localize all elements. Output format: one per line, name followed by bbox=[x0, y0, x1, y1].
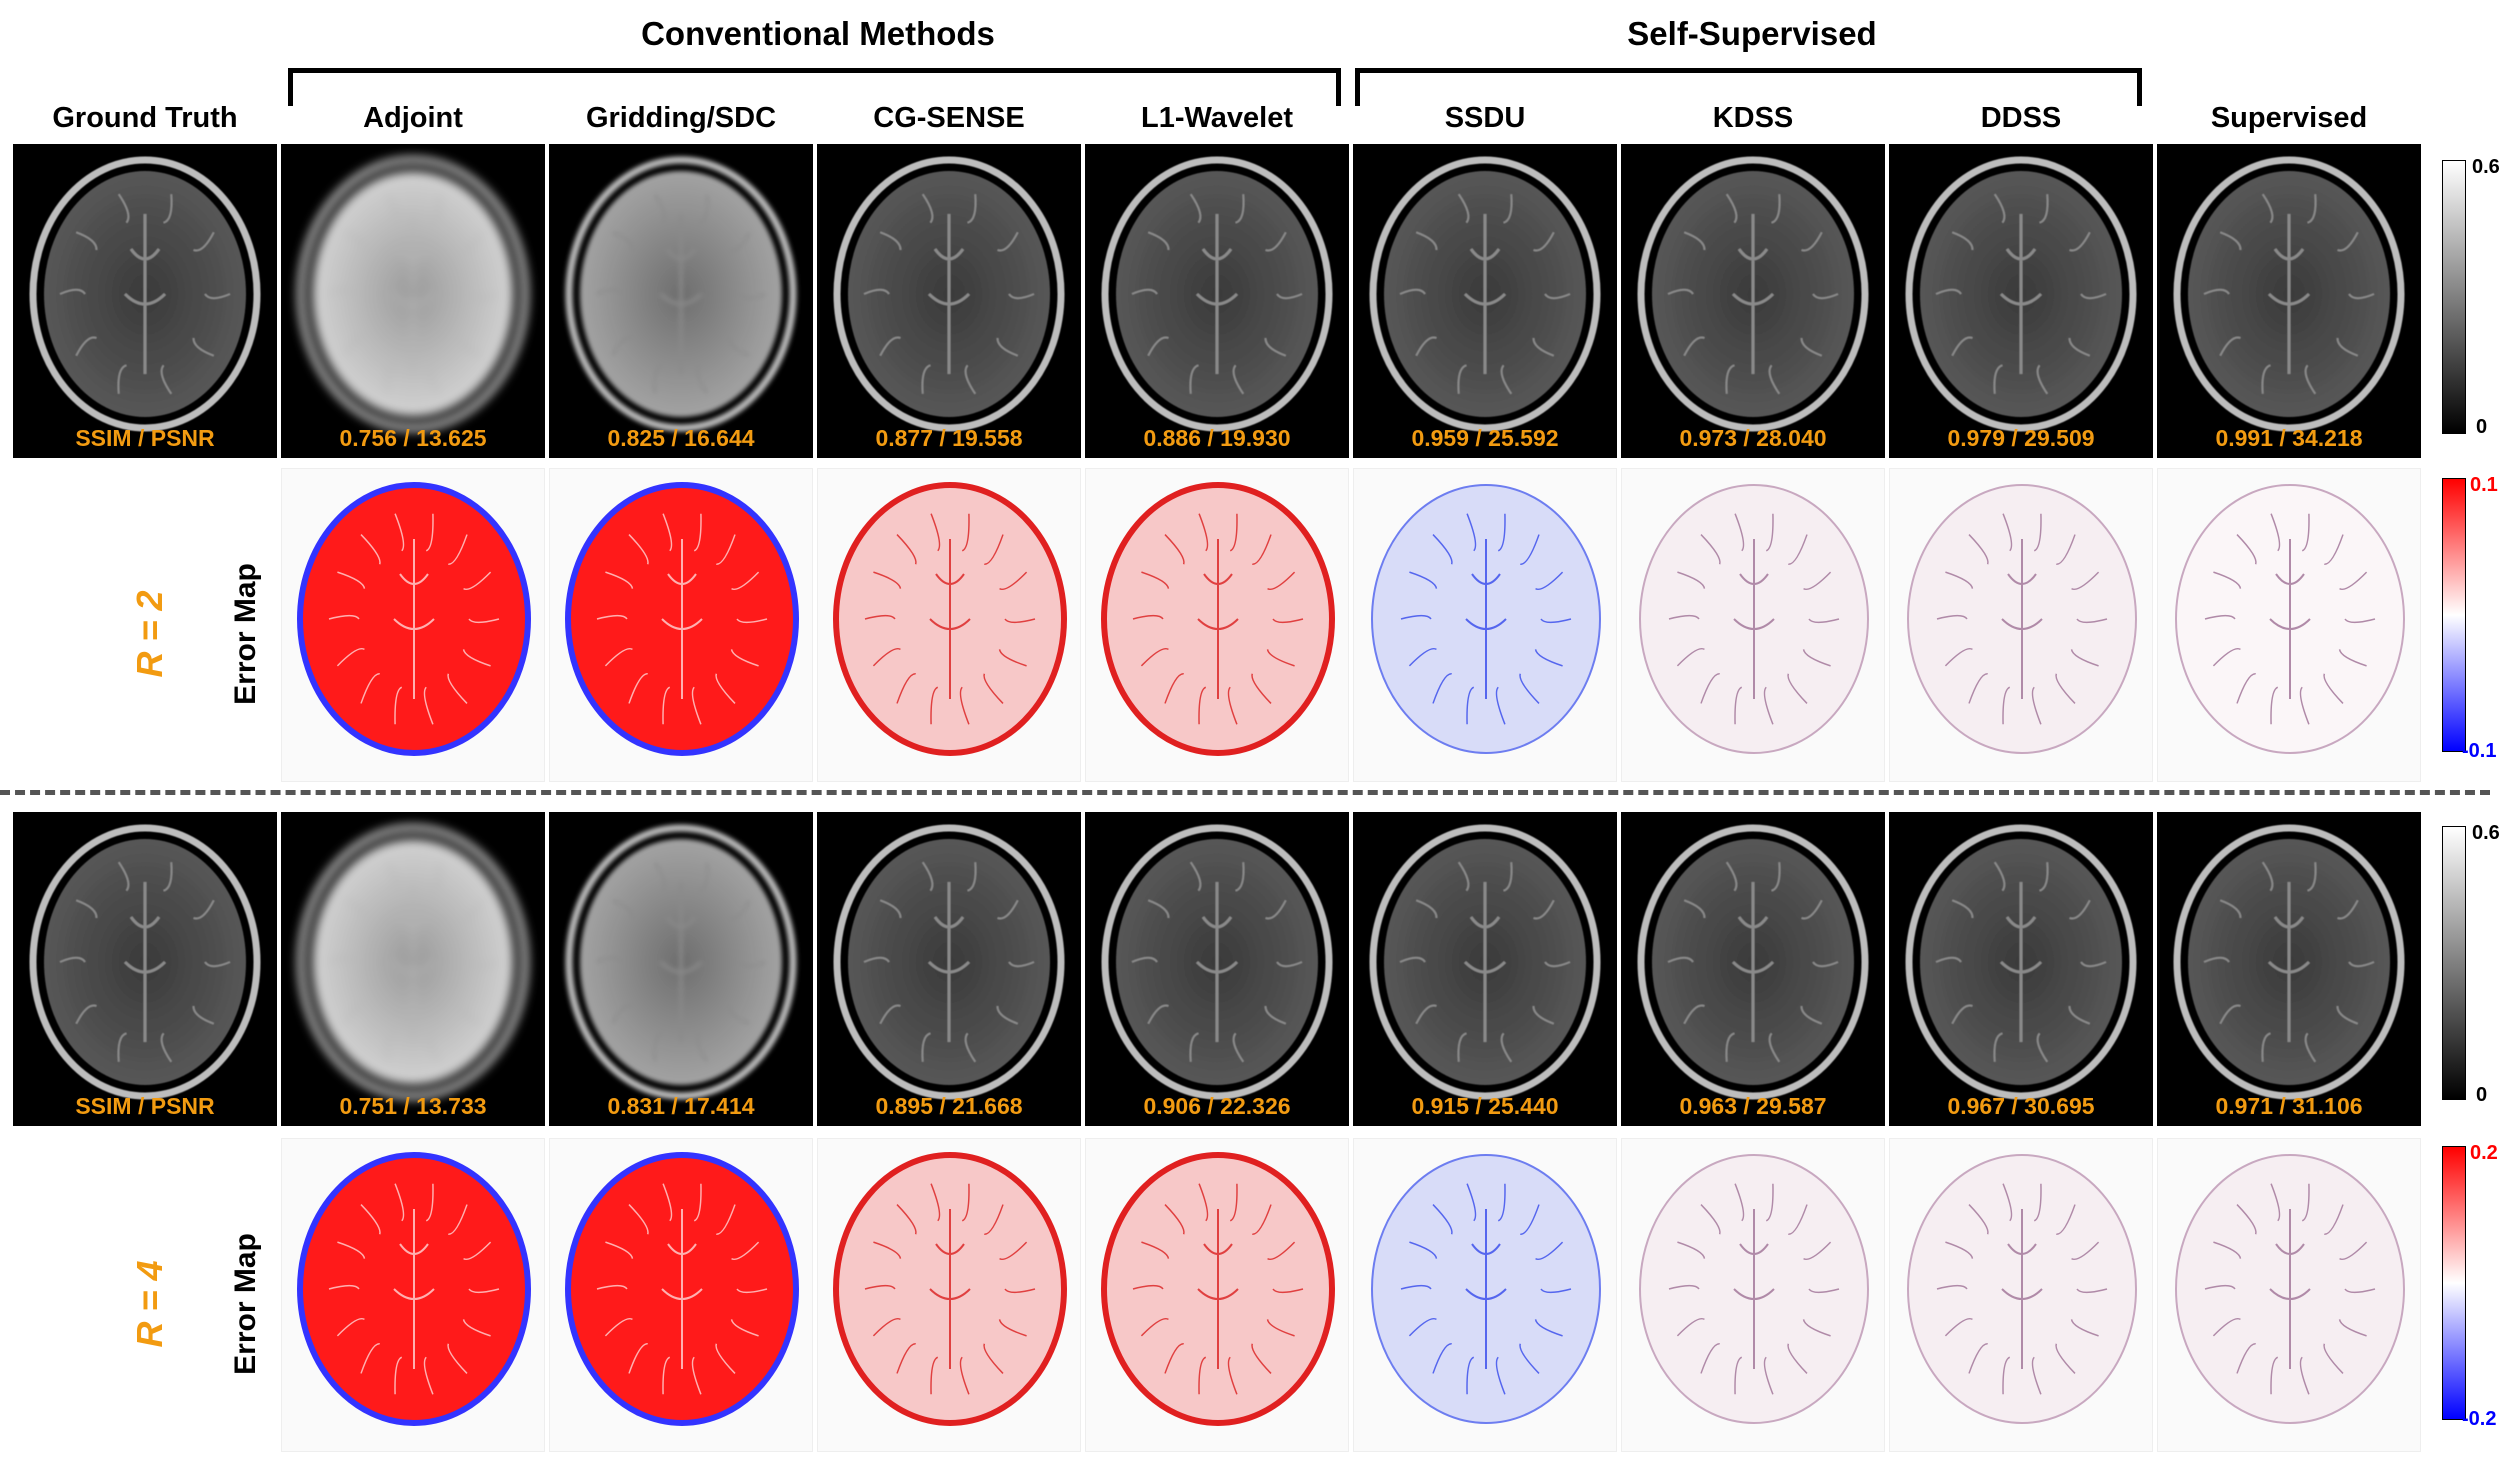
column-header-cg-sense: CG-SENSE bbox=[873, 102, 1025, 134]
intensity-colorbar bbox=[2442, 160, 2466, 434]
error-map bbox=[1085, 1138, 1349, 1452]
column-header-adjoint: Adjoint bbox=[363, 102, 463, 134]
recon-image: 0.973 / 28.040 bbox=[1621, 144, 1885, 458]
metric-value: 0.906 / 22.326 bbox=[1143, 1093, 1291, 1119]
recon-image: 0.915 / 25.440 bbox=[1353, 812, 1617, 1126]
error-map-label: Error Map bbox=[229, 563, 262, 705]
section-divider bbox=[0, 790, 2490, 795]
metric-value: 0.877 / 19.558 bbox=[875, 425, 1023, 451]
recon-image: 0.886 / 19.930 bbox=[1085, 144, 1349, 458]
recon-image: 0.877 / 19.558 bbox=[817, 144, 1081, 458]
metric-value: 0.973 / 28.040 bbox=[1679, 425, 1827, 451]
error-map bbox=[817, 468, 1081, 782]
error-colorbar-max-label: 0.2 bbox=[2470, 1142, 2498, 1164]
metric-value: 0.991 / 34.218 bbox=[2215, 425, 2363, 451]
intensity-colorbar bbox=[2442, 826, 2466, 1100]
recon-image: 0.959 / 25.592 bbox=[1353, 144, 1617, 458]
colorbar-min-label: 0 bbox=[2476, 1084, 2488, 1106]
self-supervised-bracket bbox=[1355, 68, 2142, 106]
error-map bbox=[1889, 1138, 2153, 1452]
column-header-kdss: KDSS bbox=[1712, 102, 1794, 134]
column-header-ssdu: SSDU bbox=[1444, 102, 1526, 134]
recon-image: 0.825 / 16.644 bbox=[549, 144, 813, 458]
self-supervised-title: Self-Supervised bbox=[1627, 15, 1877, 52]
conventional-methods-bracket bbox=[288, 68, 1341, 106]
acceleration-label: R = 2 bbox=[129, 590, 170, 678]
colorbar-min-label: 0 bbox=[2476, 416, 2488, 438]
colorbar-max-label: 0.6 bbox=[2472, 156, 2500, 178]
metric-label: SSIM / PSNR bbox=[75, 1093, 215, 1119]
error-colorbar-min-label: -0.2 bbox=[2462, 1408, 2497, 1430]
error-map bbox=[1353, 1138, 1617, 1452]
recon-image: 0.831 / 17.414 bbox=[549, 812, 813, 1126]
error-map bbox=[549, 1138, 813, 1452]
metric-value: 0.886 / 19.930 bbox=[1143, 425, 1291, 451]
error-map bbox=[1621, 468, 1885, 782]
error-colorbar bbox=[2442, 1146, 2466, 1420]
recon-image: 0.979 / 29.509 bbox=[1889, 144, 2153, 458]
error-map bbox=[281, 468, 545, 782]
column-header-supervised: Supervised bbox=[2210, 102, 2368, 134]
error-map bbox=[1889, 468, 2153, 782]
metric-value: 0.756 / 13.625 bbox=[339, 425, 487, 451]
metric-value: 0.831 / 17.414 bbox=[607, 1093, 755, 1119]
recon-image: 0.991 / 34.218 bbox=[2157, 144, 2421, 458]
recon-image: SSIM / PSNR bbox=[13, 812, 277, 1126]
error-map-label: Error Map bbox=[229, 1233, 262, 1375]
column-header-ddss: DDSS bbox=[1980, 102, 2062, 134]
column-header-gridding-sdc: Gridding/SDC bbox=[585, 102, 777, 134]
acceleration-label: R = 4 bbox=[129, 1260, 170, 1348]
error-map bbox=[1621, 1138, 1885, 1452]
error-map bbox=[549, 468, 813, 782]
metric-value: 0.825 / 16.644 bbox=[607, 425, 755, 451]
metric-value: 0.971 / 31.106 bbox=[2215, 1093, 2363, 1119]
recon-image: 0.963 / 29.587 bbox=[1621, 812, 1885, 1126]
error-map bbox=[281, 1138, 545, 1452]
recon-image: 0.971 / 31.106 bbox=[2157, 812, 2421, 1126]
error-map bbox=[1353, 468, 1617, 782]
metric-value: 0.963 / 29.587 bbox=[1679, 1093, 1827, 1119]
recon-image: SSIM / PSNR bbox=[13, 144, 277, 458]
recon-image: 0.895 / 21.668 bbox=[817, 812, 1081, 1126]
metric-value: 0.979 / 29.509 bbox=[1947, 425, 2095, 451]
metric-label: SSIM / PSNR bbox=[75, 425, 215, 451]
error-map bbox=[817, 1138, 1081, 1452]
colorbar-max-label: 0.6 bbox=[2472, 822, 2500, 844]
metric-value: 0.895 / 21.668 bbox=[875, 1093, 1023, 1119]
recon-image: 0.756 / 13.625 bbox=[281, 144, 545, 458]
error-map bbox=[1085, 468, 1349, 782]
recon-image: 0.967 / 30.695 bbox=[1889, 812, 2153, 1126]
error-map bbox=[2157, 468, 2421, 782]
error-colorbar-max-label: 0.1 bbox=[2470, 474, 2498, 496]
error-colorbar-min-label: -0.1 bbox=[2462, 740, 2497, 762]
metric-value: 0.915 / 25.440 bbox=[1411, 1093, 1559, 1119]
metric-value: 0.967 / 30.695 bbox=[1947, 1093, 2095, 1119]
recon-image: 0.751 / 13.733 bbox=[281, 812, 545, 1126]
column-header-l1-wavelet: L1-Wavelet bbox=[1140, 102, 1294, 134]
recon-image: 0.906 / 22.326 bbox=[1085, 812, 1349, 1126]
metric-value: 0.959 / 25.592 bbox=[1411, 425, 1559, 451]
metric-value: 0.751 / 13.733 bbox=[339, 1093, 487, 1119]
error-map bbox=[2157, 1138, 2421, 1452]
conventional-methods-title: Conventional Methods bbox=[641, 15, 995, 52]
column-header-ground-truth: Ground Truth bbox=[52, 102, 238, 134]
error-colorbar bbox=[2442, 478, 2466, 752]
